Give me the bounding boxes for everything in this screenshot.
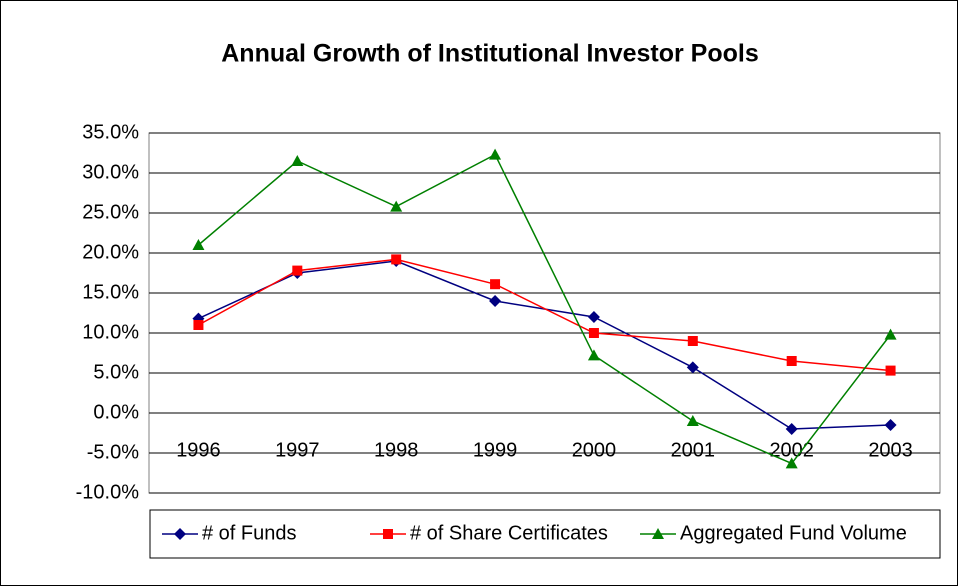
marker [687,336,698,346]
x-tick-label: 2003 [868,439,913,461]
marker [489,295,502,307]
x-tick-label: 1999 [473,439,518,461]
y-tick-label: 0.0% [93,401,139,423]
marker [884,328,897,340]
marker [490,279,501,290]
x-tick-label: 2000 [572,439,617,461]
legend-label: Aggregated Fund Volume [680,522,907,544]
marker [686,361,699,374]
marker [292,265,303,276]
y-tick-label: 25.0% [82,201,139,223]
marker [291,155,304,166]
x-tick-label: 1996 [176,439,221,461]
plot-area [148,132,941,494]
y-tick-label: 30.0% [82,161,139,183]
marker [193,320,204,330]
y-tick-label: 20.0% [82,241,139,263]
marker [884,419,897,431]
y-tick-label: -5.0% [87,441,139,463]
legend: # of Funds # of Share Certificates Aggrega… [149,509,941,559]
x-tick-label: 2001 [671,439,716,461]
marker [785,423,798,435]
marker [588,328,599,338]
marker [390,200,403,212]
y-tick-label: 35.0% [82,121,139,143]
legend-label: # of Funds [202,522,297,544]
chart-title: Annual Growth of Institutional Investor … [221,40,759,68]
marker [786,356,797,366]
y-tick-label: 15.0% [82,281,139,303]
series-line [197,153,892,465]
marker [587,349,600,361]
x-tick-label: 2002 [769,439,814,461]
marker [686,415,699,426]
y-tick-label: -10.0% [76,481,140,503]
legend-box [149,509,941,559]
marker [885,365,896,376]
y-tick-label: 10.0% [82,321,139,343]
series-line [198,258,891,372]
legend-marker [652,528,664,539]
x-tick-label: 1998 [374,439,419,461]
legend-marker [383,529,393,539]
legend-marker [174,528,186,540]
legend-label: # of Share Certificates [410,522,608,544]
marker [489,148,502,160]
marker [391,254,402,265]
marker [192,239,205,250]
marker [785,457,798,469]
x-tick-label: 1997 [275,439,320,461]
y-tick-label: 5.0% [93,361,139,383]
marker [587,311,600,323]
